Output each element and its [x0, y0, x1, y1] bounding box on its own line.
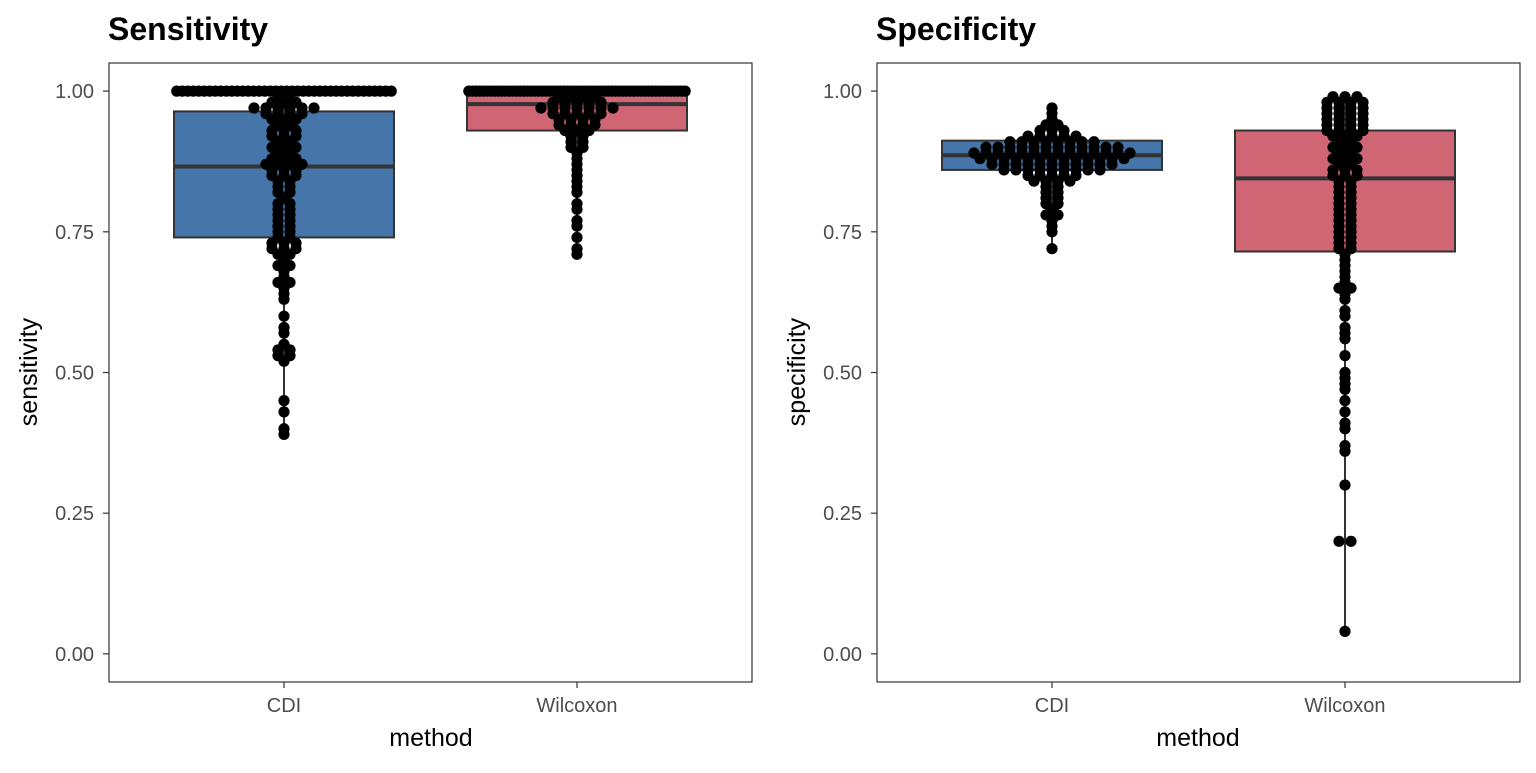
- y-tick-label: 0.25: [55, 503, 94, 525]
- data-point: [1339, 333, 1351, 345]
- data-point: [248, 102, 260, 114]
- data-point: [571, 220, 583, 232]
- x-tick-labels: CDI Wilcoxon: [267, 695, 618, 717]
- data-point: [278, 293, 290, 305]
- data-point: [1118, 153, 1130, 165]
- data-point: [571, 186, 583, 199]
- y-tick-label: 0.75: [823, 222, 862, 244]
- data-point: [1339, 479, 1351, 491]
- data-point: [1106, 158, 1118, 170]
- data-point: [1339, 383, 1351, 395]
- y-axis-title: specificity: [783, 317, 811, 426]
- y-tick-labels: 0.00 0.25 0.50 0.75 1.00: [55, 81, 94, 666]
- y-tick-label: 1.00: [55, 81, 94, 103]
- data-point: [1046, 226, 1058, 238]
- plot-area: [871, 62, 1521, 688]
- data-point: [278, 428, 290, 440]
- data-point: [1339, 293, 1351, 305]
- data-point: [1339, 395, 1351, 407]
- x-axis-title: method: [1156, 724, 1239, 752]
- data-point: [986, 158, 998, 170]
- data-point: [571, 248, 583, 260]
- x-tick-labels: CDI Wilcoxon: [1035, 695, 1386, 717]
- data-point: [1339, 423, 1351, 435]
- data-point: [278, 395, 290, 407]
- y-tick-label: 1.00: [823, 81, 862, 103]
- data-point: [1339, 625, 1351, 637]
- data-point: [278, 310, 290, 322]
- data-point: [1339, 406, 1351, 418]
- data-point: [1333, 535, 1345, 547]
- data-point: [1082, 164, 1094, 176]
- data-point: [1339, 350, 1351, 362]
- plot-area: [103, 62, 753, 688]
- panel-title: Sensitivity: [108, 11, 268, 47]
- data-point: [1094, 164, 1106, 176]
- sensitivity-panel: Sensitivity sensitivity method 0.00 0.25…: [15, 11, 753, 752]
- x-tick-label: CDI: [1035, 695, 1069, 717]
- data-point: [1339, 310, 1351, 322]
- x-tick-label: CDI: [267, 695, 301, 717]
- x-tick-label: Wilcoxon: [536, 695, 617, 717]
- data-point: [1064, 175, 1076, 187]
- data-point: [571, 203, 583, 215]
- panel-title: Specificity: [876, 11, 1036, 47]
- data-point: [1028, 175, 1040, 187]
- data-point: [1339, 445, 1351, 457]
- x-tick-label: Wilcoxon: [1304, 695, 1385, 717]
- data-point: [278, 355, 290, 367]
- y-tick-label: 0.75: [55, 222, 94, 244]
- y-tick-labels: 0.00 0.25 0.50 0.75 1.00: [823, 81, 862, 666]
- y-tick-label: 0.50: [55, 363, 94, 385]
- data-point: [1010, 164, 1022, 176]
- data-point: [278, 327, 290, 339]
- data-point: [1345, 535, 1357, 547]
- data-point: [679, 85, 691, 97]
- data-point: [607, 102, 619, 114]
- data-point: [278, 406, 290, 418]
- specificity-panel: Specificity specificity method 0.00 0.25…: [783, 11, 1521, 752]
- data-point: [974, 153, 986, 165]
- data-point: [385, 85, 397, 97]
- y-tick-label: 0.00: [55, 644, 94, 666]
- y-axis-title: sensitivity: [15, 317, 43, 426]
- data-point: [998, 164, 1010, 176]
- data-point: [308, 102, 320, 114]
- data-point: [571, 231, 583, 244]
- x-axis-title: method: [389, 724, 472, 752]
- data-point: [535, 102, 547, 114]
- y-tick-label: 0.25: [823, 503, 862, 525]
- y-tick-label: 0.00: [823, 644, 862, 666]
- y-tick-label: 0.50: [823, 363, 862, 385]
- data-point: [1046, 243, 1058, 255]
